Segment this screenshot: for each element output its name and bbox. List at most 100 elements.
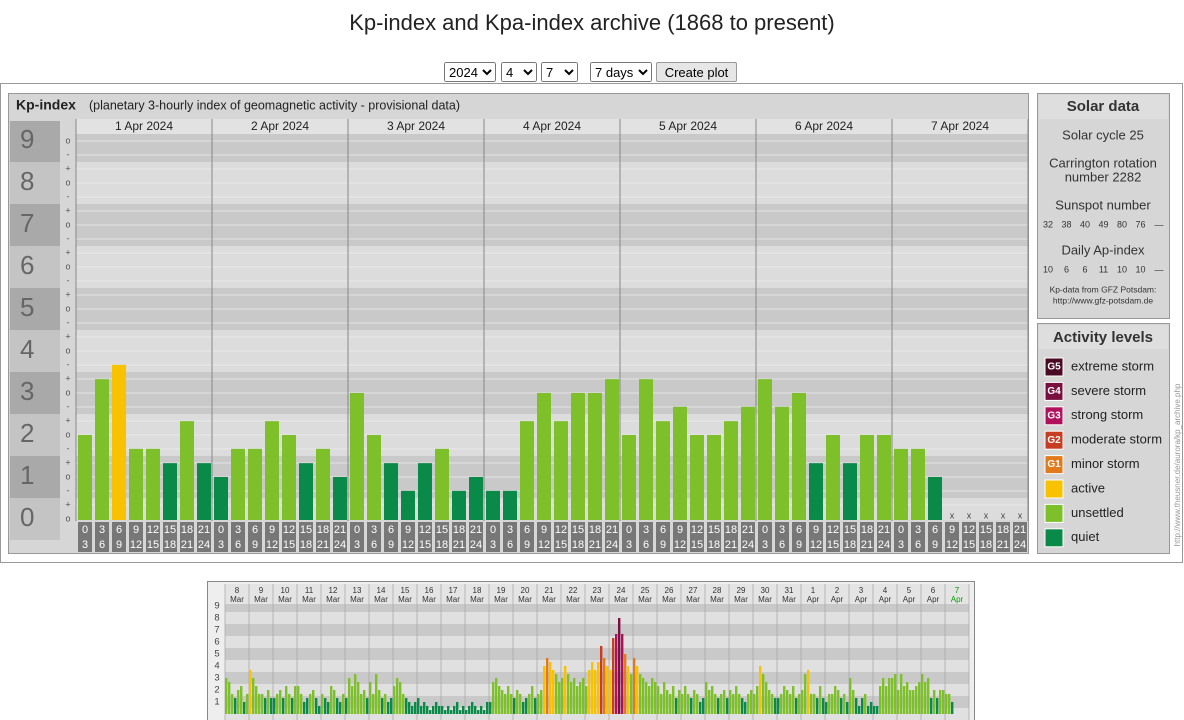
kp-bar <box>732 693 735 714</box>
kp-bar <box>621 633 624 714</box>
minor-label: o <box>65 387 70 397</box>
hour-end: 9 <box>660 539 666 551</box>
kp-bar <box>888 678 891 714</box>
hour-cell <box>333 522 347 552</box>
minor-label: o <box>65 429 70 439</box>
kp-bar <box>417 698 420 714</box>
hour-cell <box>605 522 619 552</box>
day-month: Mar <box>638 595 652 604</box>
day-label: 1 Apr 2024 <box>115 119 173 133</box>
day-number: 12 <box>329 586 338 595</box>
kp-bar <box>534 698 537 714</box>
hour-end: 15 <box>555 539 567 551</box>
kp-bar <box>378 690 381 714</box>
archive-header <box>225 584 969 604</box>
kp-bar <box>597 662 600 714</box>
kp-bar <box>636 666 639 714</box>
hour-end: 3 <box>898 539 904 551</box>
hour-cell <box>350 522 364 552</box>
hour-end: 6 <box>235 539 241 551</box>
hour-end: 24 <box>742 539 754 551</box>
kp-bar <box>852 690 855 714</box>
kp-bar <box>405 698 408 714</box>
hour-start: 9 <box>133 524 139 536</box>
hour-start: 21 <box>198 524 210 536</box>
kp-bar <box>342 693 345 714</box>
month-select[interactable]: 4 <box>501 62 537 82</box>
kp-bar <box>163 463 177 520</box>
kp-bar <box>477 710 480 714</box>
hour-start: 18 <box>453 524 465 536</box>
minor-label: - <box>67 191 70 201</box>
day-number: 14 <box>377 586 386 595</box>
day-month: Mar <box>302 595 316 604</box>
minor-label: + <box>65 247 70 257</box>
create-plot-button[interactable]: Create plot <box>656 62 737 82</box>
y-label-cell <box>10 162 60 204</box>
hour-cell <box>843 522 857 552</box>
hour-start: 9 <box>949 524 955 536</box>
kp-bar <box>324 698 327 714</box>
hour-cell <box>826 522 840 552</box>
kp-bar <box>633 657 636 714</box>
kp-bar <box>336 698 339 714</box>
minor-label: + <box>65 163 70 173</box>
kp-bar <box>366 698 369 714</box>
day-number: 17 <box>449 586 458 595</box>
hour-end: 9 <box>116 539 122 551</box>
hour-end: 24 <box>606 539 618 551</box>
level-label: active <box>1071 480 1105 495</box>
kp-bar <box>828 693 831 714</box>
hour-end: 24 <box>878 539 890 551</box>
span-select[interactable]: 7 days <box>590 62 652 82</box>
hour-end: 21 <box>181 539 193 551</box>
y-tick-label: 7 <box>20 208 34 238</box>
hour-end: 12 <box>810 539 822 551</box>
level-label: minor storm <box>1071 456 1140 471</box>
kp-bar <box>276 693 279 714</box>
day-number: 30 <box>761 586 770 595</box>
kp-bar <box>384 463 398 520</box>
kp-bar <box>129 448 143 520</box>
kp-bar <box>948 693 951 714</box>
y-label-cell <box>10 204 60 246</box>
hour-end: 18 <box>164 539 176 551</box>
sunspots-value: 40 <box>1080 219 1090 229</box>
hour-end: 3 <box>218 539 224 551</box>
day-label: 6 Apr 2024 <box>795 119 853 133</box>
hour-end: 21 <box>317 539 329 551</box>
kp-bar <box>444 710 447 714</box>
hour-start: 21 <box>470 524 482 536</box>
hour-end: 24 <box>1014 539 1026 551</box>
credit: http://www.theusner.de/aurora/kp_archive… <box>1173 383 1182 546</box>
kp-bar <box>501 690 504 714</box>
kp-bar <box>261 693 264 714</box>
kp-bar <box>951 702 954 714</box>
kp-bar <box>294 686 297 714</box>
hour-end: 24 <box>198 539 210 551</box>
kp-bar <box>822 698 825 714</box>
kp-bar <box>843 463 857 520</box>
y-label-cell <box>10 372 60 414</box>
kp-bar <box>438 705 441 714</box>
level-code: G3 <box>1047 410 1061 421</box>
kp-bar <box>312 690 315 714</box>
kp-bar <box>471 702 474 714</box>
level-band <box>76 498 1028 520</box>
day-select[interactable]: 7 <box>541 62 578 82</box>
kp-bar <box>528 693 531 714</box>
kp-bar <box>252 678 255 714</box>
kp-bar <box>795 698 798 714</box>
kp-bar <box>927 678 930 714</box>
kp-bar <box>624 654 627 714</box>
hour-end: 15 <box>963 539 975 551</box>
day-month: Mar <box>350 595 364 604</box>
hour-cell <box>78 522 92 552</box>
sunspot-title: Sunspot number <box>1055 197 1151 212</box>
kp-bar <box>519 693 522 714</box>
hour-start: 21 <box>606 524 618 536</box>
minor-label: + <box>65 289 70 299</box>
hour-cell <box>231 522 245 552</box>
year-select[interactable]: 2024 <box>444 62 496 82</box>
kp-bar <box>564 666 567 714</box>
